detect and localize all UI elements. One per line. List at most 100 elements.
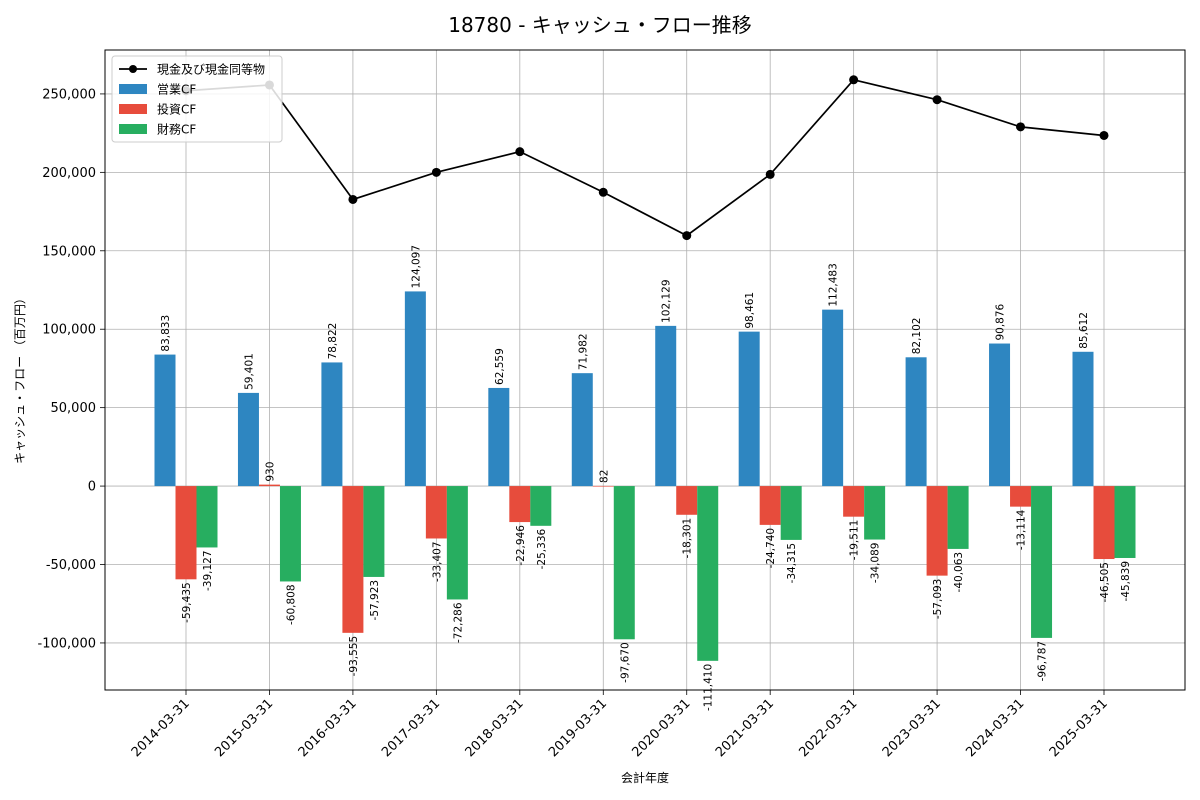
value-label: -97,670	[619, 642, 631, 683]
bar-財務CF	[363, 486, 385, 577]
y-tick-label: 0	[88, 480, 96, 495]
legend-box	[111, 55, 283, 143]
cash-point	[765, 169, 775, 179]
bar-財務CF	[1114, 486, 1136, 558]
value-label: 62,559	[494, 348, 506, 385]
bar-営業CF	[989, 343, 1011, 487]
value-label: 83,833	[160, 315, 172, 352]
bar-営業CF	[822, 309, 844, 487]
bar-財務CF	[780, 486, 802, 540]
bar-財務CF	[947, 486, 969, 549]
value-label: -111,410	[703, 664, 715, 711]
legend-label: 現金及び現金同等物	[157, 62, 265, 77]
bar-投資CF	[425, 486, 447, 539]
value-label: -13,114	[1016, 509, 1028, 550]
cash-line	[185, 78, 1105, 237]
bar-財務CF	[864, 486, 886, 540]
bar-営業CF	[488, 387, 510, 487]
value-label: -34,089	[870, 543, 882, 584]
y-tick-label: 200,000	[42, 166, 96, 181]
cash-point	[598, 187, 608, 197]
value-label: -93,555	[348, 636, 360, 677]
bar-投資CF	[926, 486, 948, 576]
y-tick-label: -50,000	[46, 558, 96, 573]
bar-投資CF	[759, 486, 781, 525]
value-label: -24,740	[765, 528, 777, 569]
bar-投資CF	[342, 486, 364, 633]
cash-point	[682, 231, 692, 241]
value-label: -45,839	[1120, 561, 1132, 602]
cash-point	[849, 75, 859, 85]
cash-point	[515, 147, 525, 157]
bar-営業CF	[321, 362, 343, 487]
bar-営業CF	[571, 373, 593, 487]
value-label: -57,923	[369, 580, 381, 621]
value-label: -40,063	[953, 552, 965, 593]
bar-投資CF	[1010, 486, 1032, 507]
legend-bar-swatch	[119, 84, 147, 94]
value-label: -39,127	[202, 550, 214, 591]
value-label: -18,301	[682, 518, 694, 559]
y-tick-label: 150,000	[42, 244, 96, 259]
value-label: 102,129	[661, 279, 673, 322]
bar-投資CF	[592, 485, 614, 487]
value-label: 930	[264, 462, 276, 482]
bars-layer	[154, 291, 1136, 661]
value-label: -72,286	[452, 602, 464, 643]
value-label: 71,982	[577, 333, 589, 370]
bar-投資CF	[258, 484, 280, 487]
plot-frame	[104, 49, 1186, 691]
bar-営業CF	[905, 357, 927, 487]
bar-投資CF	[843, 486, 865, 517]
legend-label: 営業CF	[157, 83, 196, 97]
bar-営業CF	[237, 392, 259, 487]
value-label: -96,787	[1037, 641, 1049, 682]
x-axis-title: 会計年度	[621, 770, 669, 785]
bar-財務CF	[613, 486, 635, 640]
cash-point	[932, 95, 942, 105]
bar-投資CF	[676, 486, 698, 515]
bar-財務CF	[1031, 486, 1053, 638]
bar-財務CF	[530, 486, 552, 526]
value-label: 82	[598, 470, 610, 483]
bar-営業CF	[1072, 351, 1094, 487]
bar-投資CF	[509, 486, 531, 523]
value-label: -60,808	[285, 584, 297, 625]
value-label: -59,435	[181, 582, 193, 623]
cash-point	[1016, 122, 1026, 132]
value-labels-layer: 83,833 59,401 78,822 124,097 62,559 71,982 102…	[160, 245, 1132, 711]
chart-title: 18780 - キャッシュ・フロー推移	[448, 13, 752, 37]
legend-marker	[129, 65, 137, 73]
y-tick-label: -100,000	[38, 636, 96, 651]
value-label: 98,461	[744, 292, 756, 329]
value-label: 112,483	[828, 263, 840, 306]
legend-label: 投資CF	[157, 102, 196, 117]
value-label: 124,097	[410, 245, 422, 288]
value-label: -46,505	[1099, 562, 1111, 603]
y-axis-title: キャッシュ・フロー （百万円）	[13, 292, 27, 464]
bar-営業CF	[404, 291, 426, 487]
value-label: -22,946	[515, 525, 527, 566]
cash-point	[348, 194, 358, 204]
y-tick-label: 50,000	[51, 401, 97, 416]
bar-財務CF	[446, 486, 468, 600]
value-label: -19,511	[849, 520, 861, 561]
bar-財務CF	[196, 486, 218, 548]
bar-営業CF	[655, 325, 677, 487]
bar-投資CF	[1093, 486, 1115, 560]
bar-財務CF	[697, 486, 719, 661]
y-tick-label: 100,000	[42, 323, 96, 338]
value-label: 85,612	[1078, 312, 1090, 349]
legend-label: 財務CF	[157, 122, 196, 137]
bar-投資CF	[175, 486, 197, 580]
value-label: -57,093	[932, 579, 944, 620]
legend-bar-swatch	[119, 104, 147, 114]
cash-point	[431, 167, 441, 177]
value-label: 82,102	[911, 318, 923, 355]
cash-point	[1099, 130, 1109, 140]
value-label: -25,336	[536, 529, 548, 570]
value-label: 90,876	[995, 303, 1007, 340]
